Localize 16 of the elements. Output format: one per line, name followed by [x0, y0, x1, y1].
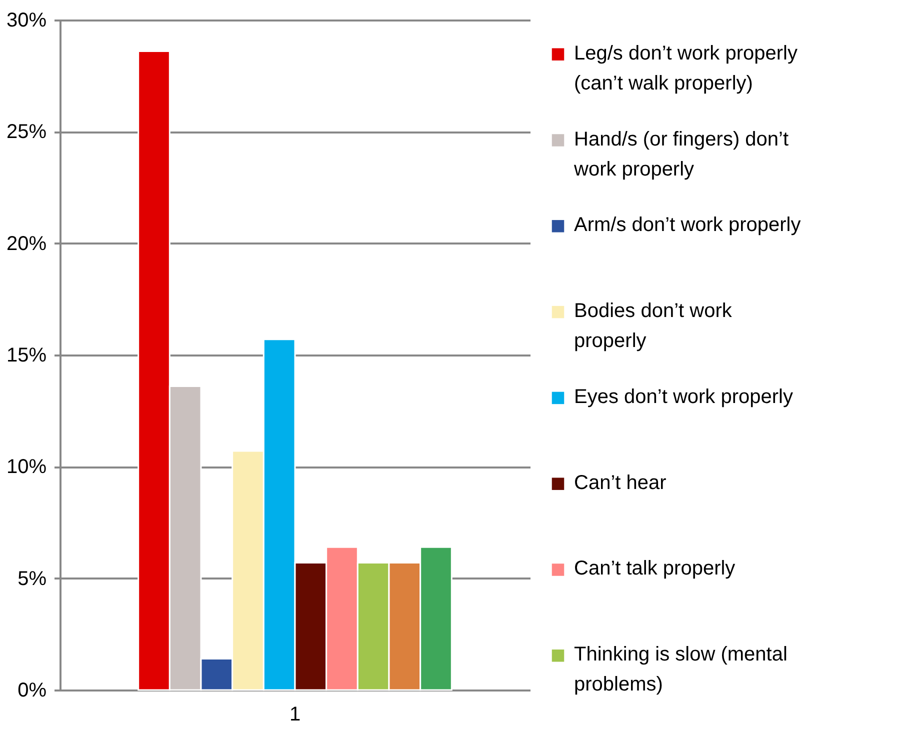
y-tick-label: 30%	[6, 10, 47, 32]
y-tick-label: 15%	[6, 344, 47, 366]
y-tick-label: 5%	[18, 568, 47, 590]
legend-label: Bodies don’t work properly	[574, 300, 733, 352]
legend-label: Eyes don’t work properly	[574, 386, 793, 408]
legend-label: Leg/s don’t work properly (can’t walk properly)	[574, 42, 798, 94]
legend-label: Thinking is slow (mental problems)	[574, 644, 788, 696]
y-tick-label: 25%	[6, 121, 47, 144]
legend-label: Hand/s (or fingers) don’t work properly	[573, 128, 789, 180]
legend-label: Can’t talk properly	[574, 558, 736, 580]
y-tick-label: 20%	[6, 232, 47, 255]
y-tick-label: 0%	[18, 680, 47, 702]
x-tick-label: 1	[289, 704, 301, 726]
legend-label: Can’t hear	[574, 472, 667, 494]
y-tick-label: 10%	[6, 456, 47, 478]
legend-label: Arm/s don’t work properly	[574, 214, 801, 236]
